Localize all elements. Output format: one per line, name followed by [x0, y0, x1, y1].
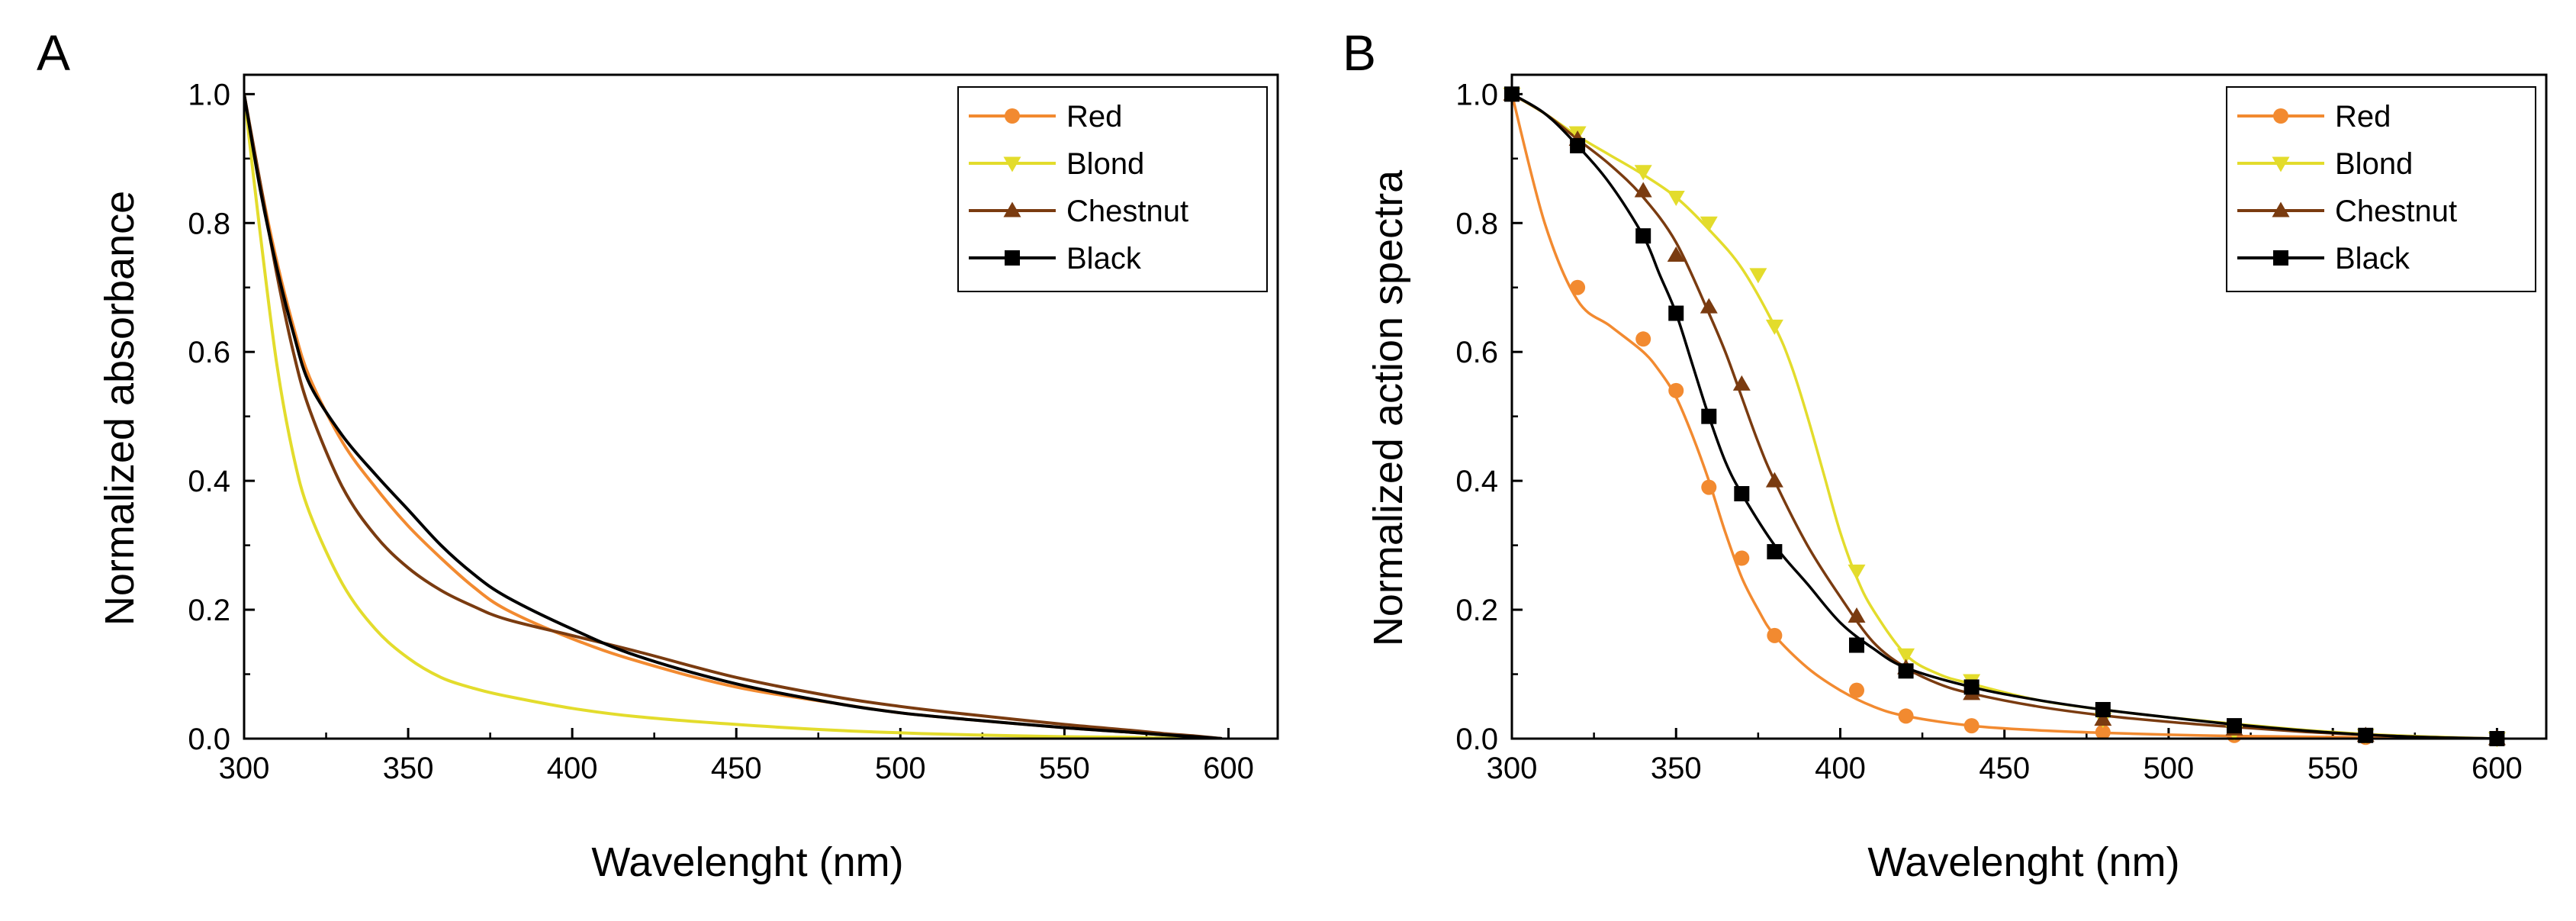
series-group-a	[244, 93, 1223, 739]
y-tick-label-b-1: 0.2	[1455, 594, 1498, 627]
data-point-chestnut-b-2	[1634, 182, 1652, 198]
data-point-black-b-7	[1849, 637, 1864, 653]
x-tick-label-a-0: 300	[219, 752, 270, 785]
y-tick-label-b-3: 0.6	[1455, 336, 1498, 369]
legend-label-red-a: Red	[1066, 100, 1122, 134]
legend-marker-blond-b	[2272, 156, 2290, 172]
x-tick-label-b-0: 300	[1487, 752, 1538, 785]
axes-frame-b	[1510, 73, 2548, 740]
data-point-red-b-8	[1898, 708, 1914, 724]
x-tick-label-b-4: 500	[2143, 752, 2195, 785]
data-point-black-b-11	[2227, 718, 2243, 734]
data-point-black-b-8	[1898, 663, 1914, 679]
x-tick-label-a-5: 550	[1039, 752, 1090, 785]
x-tick-label-b-2: 400	[1815, 752, 1866, 785]
series-line-chestnut-a	[244, 93, 1223, 739]
legend-label-blond-b: Blond	[2335, 147, 2413, 181]
data-point-black-b-12	[2358, 727, 2374, 743]
panel-a: A Normalized absorbance Wavelenght (nm) …	[37, 24, 1279, 885]
data-point-chestnut-b-7	[1848, 607, 1866, 623]
data-point-blond-b-3	[1667, 190, 1685, 206]
y-tick-label-a-4: 0.8	[188, 207, 230, 240]
y-tick-label-a-1: 0.2	[188, 594, 230, 627]
x-tick-label-a-3: 450	[711, 752, 762, 785]
legend-marker-chestnut-b	[2272, 201, 2290, 217]
data-point-black-b-6	[1767, 544, 1783, 560]
panel-b: B Normalized action spectra Wavelenght (…	[1343, 24, 2548, 885]
data-point-blond-b-8	[1897, 648, 1915, 664]
data-point-chestnut-b-5	[1732, 375, 1751, 391]
axes-frame-a	[243, 73, 1279, 740]
data-point-red-b-1	[1570, 279, 1586, 295]
data-point-chestnut-b-10	[2094, 710, 2112, 726]
x-axis-label-b: Wavelenght (nm)	[1867, 839, 2179, 885]
data-point-blond-b-7	[1848, 564, 1866, 580]
y-tick-label-b-0: 0.0	[1455, 723, 1498, 756]
data-point-red-b-4	[1701, 479, 1717, 495]
series-line-blond-a	[244, 94, 1222, 739]
panel-letter-a: A	[37, 24, 70, 81]
data-point-black-b-10	[2095, 701, 2111, 717]
x-tick-label-a-6: 600	[1203, 752, 1254, 785]
legend-label-black-a: Black	[1066, 242, 1142, 275]
x-tick-label-b-6: 600	[2471, 752, 2523, 785]
legend-marker-blond-a	[1003, 156, 1021, 172]
legend-marker-red-a	[1005, 108, 1020, 124]
data-point-chestnut-b-4	[1700, 298, 1718, 314]
x-tick-label-b-1: 350	[1651, 752, 1702, 785]
legend-label-chestnut-b: Chestnut	[2335, 195, 2457, 228]
data-point-red-b-9	[1963, 718, 1979, 734]
data-point-blond-b-2	[1634, 165, 1652, 181]
legend-marker-black-a	[1005, 250, 1020, 266]
data-point-blond-b-4	[1700, 216, 1718, 232]
data-point-black-b-1	[1570, 137, 1586, 153]
data-point-chestnut-b-6	[1765, 472, 1783, 488]
data-point-red-b-6	[1767, 627, 1783, 643]
x-tick-label-a-2: 400	[547, 752, 598, 785]
x-tick-label-a-4: 500	[875, 752, 926, 785]
data-point-black-b-3	[1668, 305, 1684, 321]
data-point-black-b-4	[1701, 408, 1717, 424]
legend-marker-chestnut-a	[1003, 201, 1021, 217]
x-tick-label-a-1: 350	[383, 752, 434, 785]
y-tick-label-a-3: 0.6	[188, 336, 230, 369]
data-point-red-b-5	[1734, 550, 1750, 566]
y-tick-label-b-4: 0.8	[1455, 207, 1498, 240]
plot-area-a: 300 350 400 450 500 550 600 0.0 0.2 0.4 0.6 0.8 1.0 R…	[188, 73, 1279, 785]
data-point-red-b-3	[1668, 382, 1684, 398]
y-tick-label-a-2: 0.4	[188, 465, 230, 498]
x-tick-label-b-3: 450	[1979, 752, 2030, 785]
legend-label-chestnut-a: Chestnut	[1066, 195, 1188, 228]
data-point-red-b-7	[1849, 682, 1864, 698]
y-axis-label-a: Normalized absorbance	[97, 191, 143, 626]
legend-label-red-b: Red	[2335, 100, 2391, 134]
legend-label-black-b: Black	[2335, 242, 2410, 275]
data-point-black-b-5	[1734, 486, 1750, 502]
data-point-red-b-10	[2095, 724, 2111, 740]
series-line-black-a	[244, 93, 1223, 739]
x-axis-label-a: Wavelenght (nm)	[591, 839, 903, 885]
data-point-blond-b-5	[1749, 268, 1767, 284]
plot-area-b: 300 350 400 450 500 550 600 0.0 0.2 0.4 0.6 0.8 1.0 R…	[1455, 73, 2548, 785]
data-point-black-b-2	[1635, 228, 1651, 244]
x-tick-label-b-5: 550	[2307, 752, 2359, 785]
y-tick-label-a-5: 1.0	[188, 78, 230, 111]
y-tick-label-a-0: 0.0	[188, 723, 230, 756]
y-tick-label-b-5: 1.0	[1455, 78, 1498, 111]
data-point-blond-b-6	[1765, 319, 1783, 335]
legend-marker-black-b	[2273, 250, 2288, 266]
y-tick-label-b-2: 0.4	[1455, 465, 1498, 498]
data-point-red-b-2	[1635, 331, 1651, 347]
panel-letter-b: B	[1343, 24, 1376, 81]
legend-marker-red-b	[2273, 108, 2288, 124]
legend-label-blond-a: Blond	[1066, 147, 1144, 181]
data-point-chestnut-b-3	[1667, 246, 1685, 262]
data-point-black-b-9	[1963, 679, 1979, 695]
y-axis-label-b: Normalized action spectra	[1365, 169, 1411, 646]
